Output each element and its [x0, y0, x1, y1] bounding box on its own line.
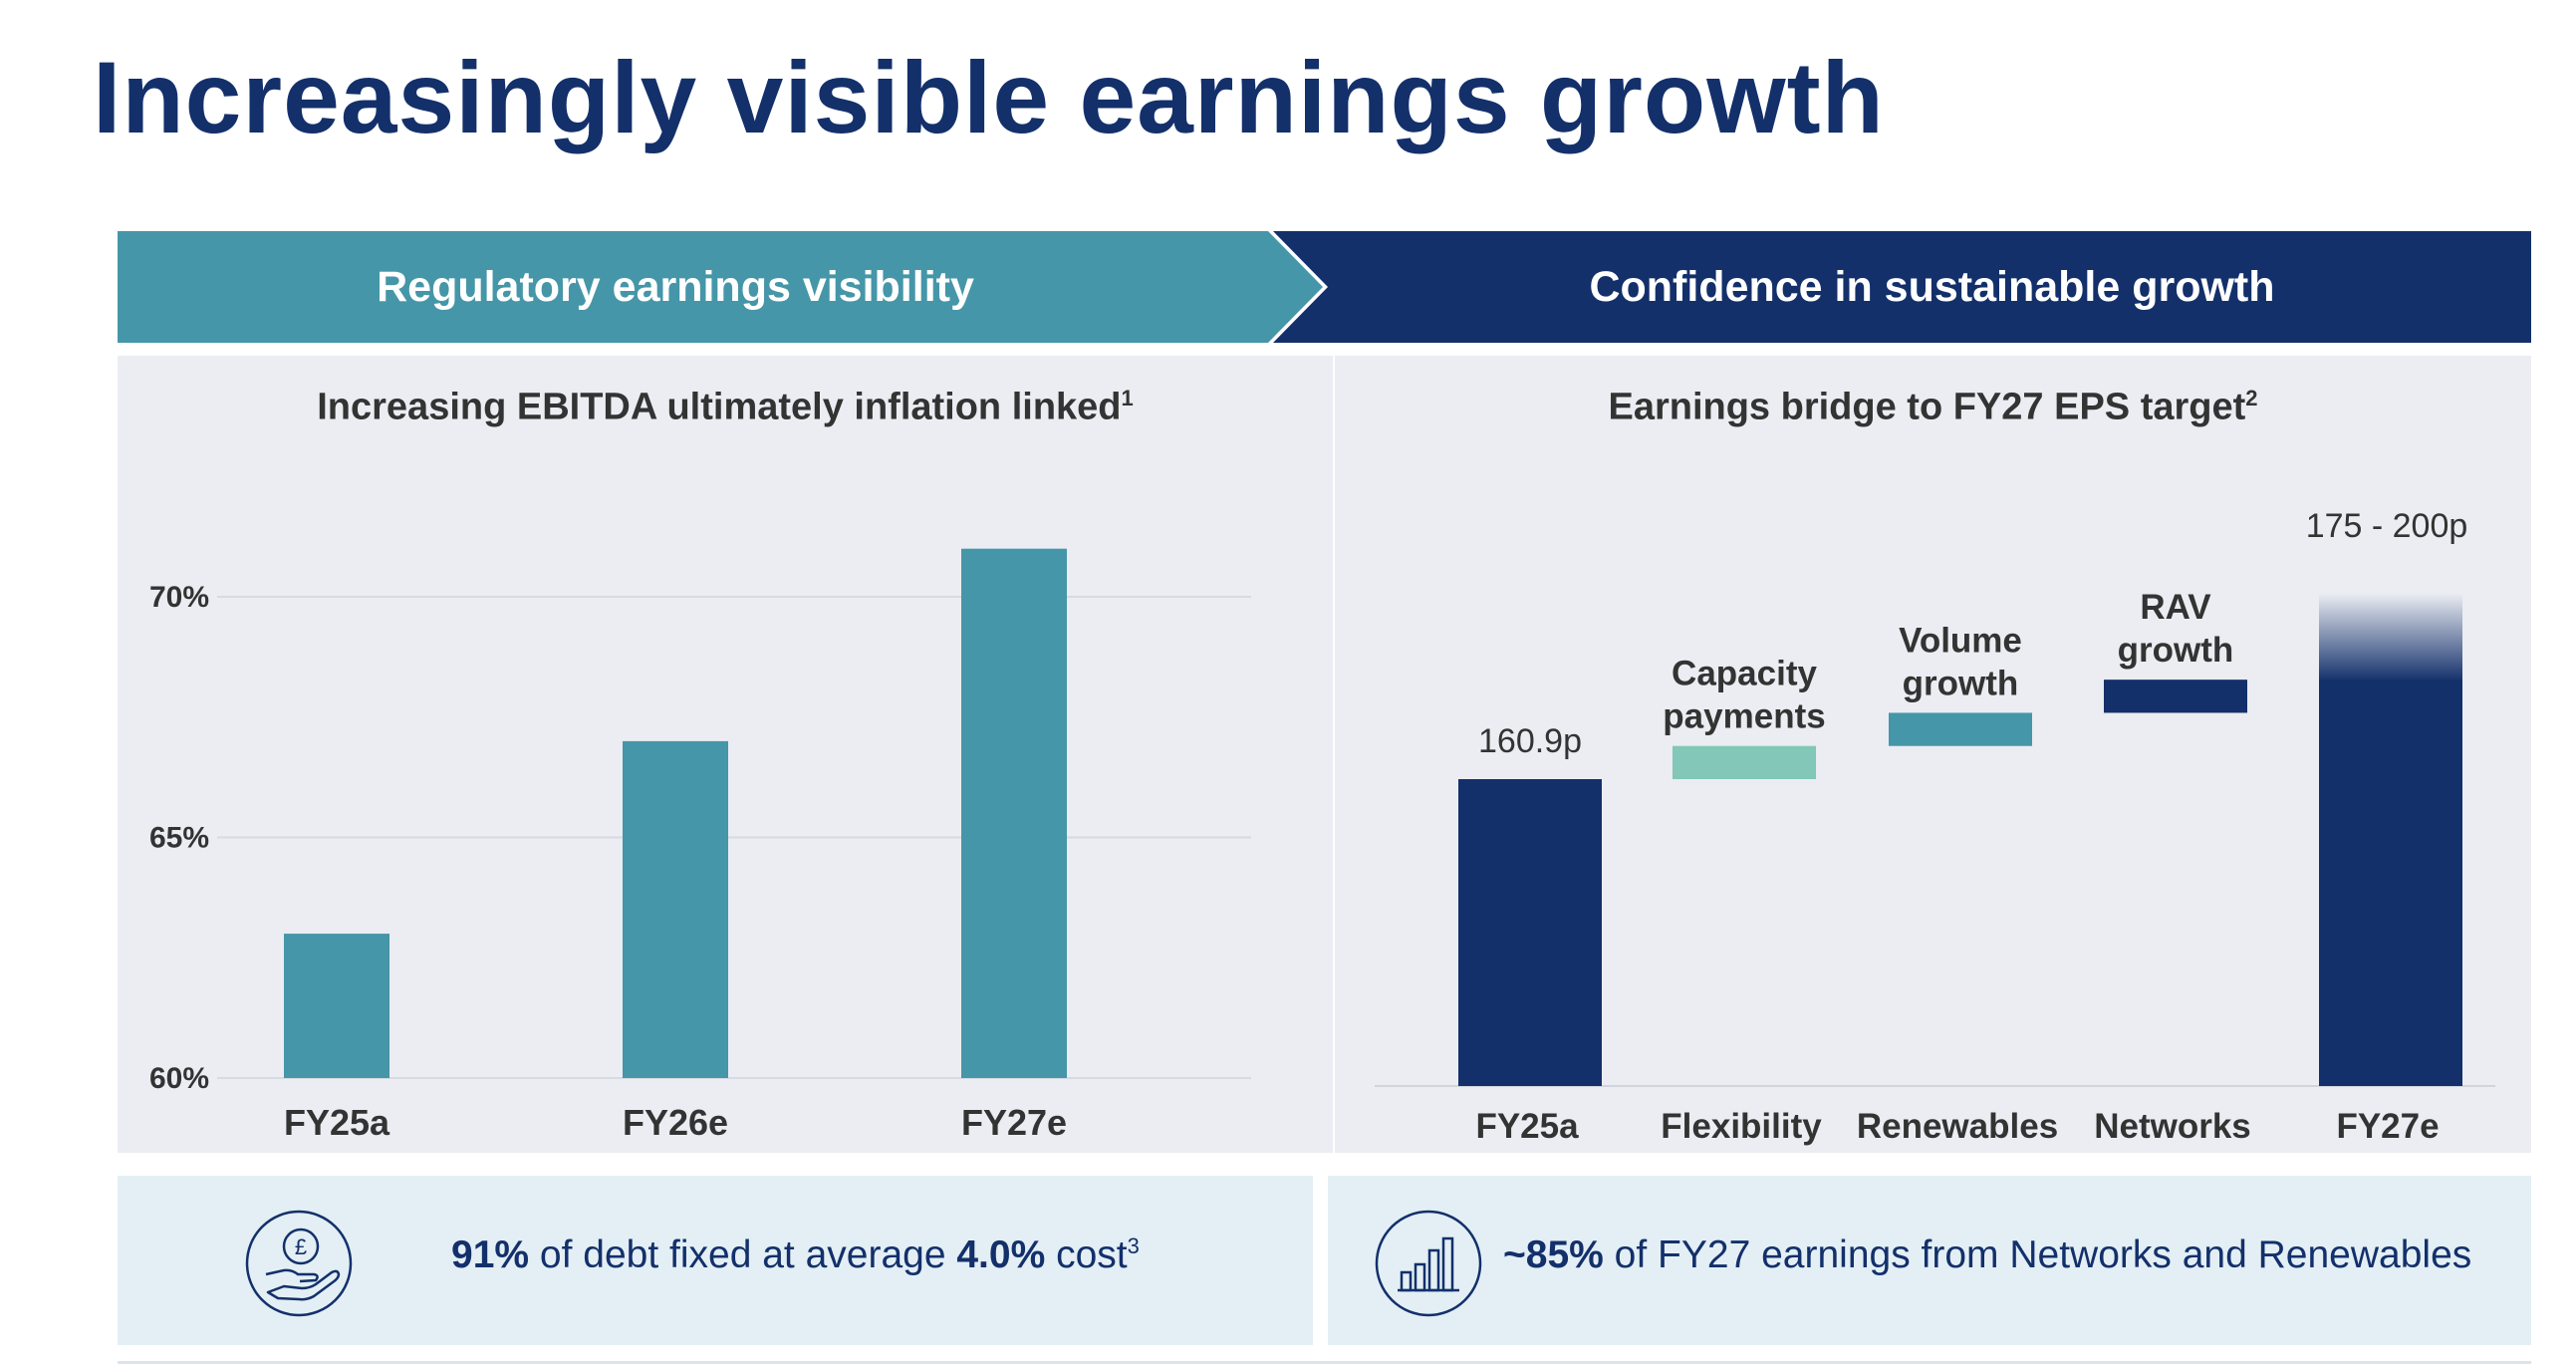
ebitda-y-tick: 60% — [149, 1062, 209, 1095]
bridge-category-label: growth — [2118, 631, 2234, 670]
bridge-x-tick: Networks — [2094, 1107, 2251, 1146]
bridge-x-tick: Renewables — [1857, 1107, 2058, 1146]
earnings-bridge-chart: 160.9p Capacity payments Volume growth RAV gro… — [1375, 507, 2495, 1146]
bridge-x-tick: FY25a — [1475, 1107, 1579, 1146]
bridge-bar — [1889, 712, 2032, 746]
bridge-data-label: 160.9p — [1478, 722, 1582, 760]
bridge-category-label: RAV — [2140, 588, 2211, 627]
earnings-mix-text: ~85% of FY27 earnings from Networks and … — [1503, 1233, 2472, 1276]
ebitda-x-tick: FY27e — [961, 1102, 1067, 1143]
ebitda-y-tick: 65% — [149, 822, 209, 855]
bridge-chart-title: Earnings bridge to FY27 EPS target2 — [1608, 386, 2258, 428]
bridge-category-label: growth — [1903, 664, 2019, 702]
bottom-divider — [118, 1361, 2531, 1364]
pound-hand-icon: £ — [245, 1210, 353, 1317]
debt-fixed-text: 91% of debt fixed at average 4.0% cost3 — [451, 1233, 1140, 1276]
bridge-category-label: Capacity — [1672, 655, 1817, 693]
debt-fixed-box: £ 91% of debt fixed at average 4.0% cost… — [118, 1176, 1313, 1345]
svg-text:£: £ — [295, 1234, 307, 1259]
bar-growth-icon — [1375, 1210, 1482, 1317]
bridge-data-label: 175 - 200p — [2306, 507, 2468, 545]
banner-left-label: Regulatory earnings visibility — [377, 262, 974, 311]
ebitda-panel: Increasing EBITDA ultimately inflation l… — [118, 356, 1333, 1153]
ebitda-y-tick: 70% — [149, 581, 209, 614]
earnings-mix-box: ~85% of FY27 earnings from Networks and … — [1328, 1176, 2531, 1345]
banner-confidence: Confidence in sustainable growth — [1273, 231, 2531, 343]
ebitda-bar — [284, 934, 389, 1078]
banner-regulatory: Regulatory earnings visibility — [118, 231, 1323, 343]
banner-right-label: Confidence in sustainable growth — [1589, 262, 2275, 311]
ebitda-x-tick: FY26e — [623, 1102, 728, 1143]
bridge-category-label: Volume — [1899, 621, 2022, 660]
ebitda-x-tick: FY25a — [284, 1102, 390, 1143]
ebitda-bar — [961, 548, 1067, 1078]
bridge-x-tick: Flexibility — [1661, 1107, 1822, 1146]
ebitda-bar — [623, 740, 728, 1078]
bridge-bar — [1673, 745, 1816, 779]
ebitda-chart: 60% 65% 70% FY25a FY26e FY27e — [149, 548, 1251, 1143]
bridge-bar — [2104, 680, 2247, 713]
page-title: Increasingly visible earnings growth — [93, 41, 1885, 154]
bridge-bar — [2319, 680, 2462, 1086]
bridge-bar — [1458, 779, 1602, 1086]
bridge-x-tick: FY27e — [2336, 1107, 2439, 1146]
ebitda-chart-title: Increasing EBITDA ultimately inflation l… — [317, 386, 1134, 428]
bridge-category-label: payments — [1663, 697, 1825, 736]
bridge-bar-range — [2319, 593, 2462, 682]
earnings-bridge-panel: Earnings bridge to FY27 EPS target2 160.… — [1335, 356, 2531, 1153]
